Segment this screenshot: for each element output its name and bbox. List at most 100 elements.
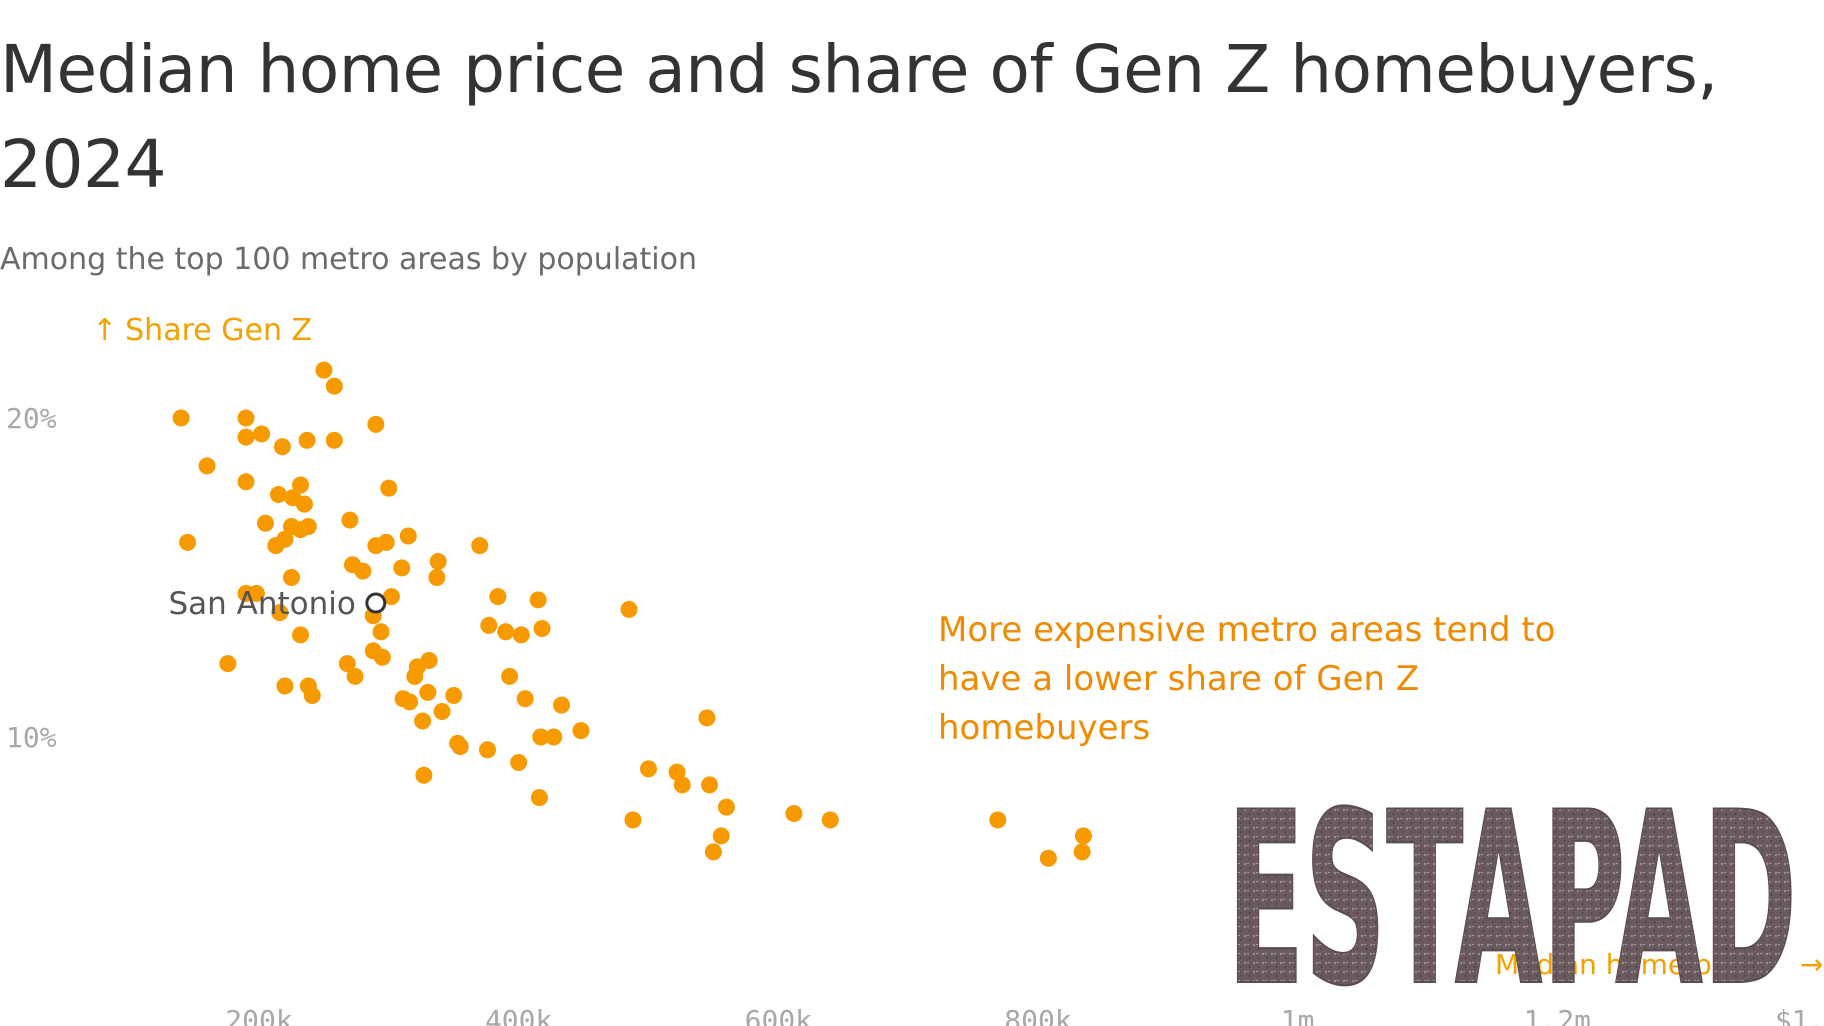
data-point-62: [419, 683, 437, 701]
data-point-8: [298, 431, 316, 449]
arrow-up-icon: ↑: [92, 313, 118, 348]
data-point-92: [1073, 843, 1091, 861]
data-point-50: [373, 648, 391, 666]
y-ticks: 20% 10%: [6, 402, 57, 754]
x-tick-label-6: $1.4m: [1775, 1004, 1824, 1026]
data-point-69: [698, 709, 716, 727]
data-point-51: [219, 655, 237, 673]
x-ticks: 200k 400k 600k 800k 1m 1.2m $1.4m: [225, 1004, 1824, 1026]
data-point-1: [325, 377, 343, 395]
data-point-79: [673, 776, 691, 794]
data-point-64: [394, 690, 412, 708]
data-point-36: [247, 584, 265, 602]
data-point-26: [377, 533, 395, 551]
data-point-12: [292, 476, 310, 494]
data-point-60: [303, 687, 321, 705]
data-point-30: [354, 562, 372, 580]
data-point-70: [572, 722, 590, 740]
data-point-7: [325, 431, 343, 449]
data-point-27: [399, 527, 417, 545]
data-point-45: [497, 623, 515, 641]
y-tick-label-0: 20%: [6, 402, 57, 435]
data-point-52: [338, 655, 356, 673]
data-point-75: [479, 741, 497, 759]
data-point-28: [471, 537, 489, 555]
data-point-2: [172, 409, 190, 427]
highlight-group: San Antonio: [168, 586, 387, 622]
data-point-89: [704, 843, 722, 861]
data-point-48: [292, 626, 310, 644]
data-point-80: [701, 776, 719, 794]
data-point-71: [532, 728, 550, 746]
x-tick-label-2: 600k: [745, 1004, 813, 1026]
data-point-76: [510, 754, 528, 772]
data-point-44: [480, 616, 498, 634]
data-point-21: [299, 517, 317, 535]
data-point-41: [271, 604, 289, 622]
data-point-34: [428, 569, 446, 586]
data-point-46: [512, 626, 530, 644]
data-point-85: [821, 811, 839, 829]
chart-annotation: More expensive metro areas tend to have …: [938, 610, 1556, 748]
data-point-24: [276, 530, 294, 548]
data-point-39: [529, 591, 547, 609]
data-point-40: [620, 600, 638, 618]
data-point-37: [382, 588, 400, 606]
data-point-31: [393, 559, 411, 577]
data-points: [172, 361, 1092, 867]
data-point-90: [1039, 849, 1057, 867]
data-point-22: [179, 533, 197, 551]
x-tick-label-4: 1m: [1281, 1004, 1315, 1026]
data-point-47: [533, 620, 551, 638]
data-point-18: [341, 511, 359, 529]
data-point-43: [372, 623, 390, 641]
data-point-78: [668, 763, 686, 781]
x-tick-label-1: 400k: [485, 1004, 553, 1026]
x-tick-label-0: 200k: [225, 1004, 293, 1026]
chart-subtitle: Among the top 100 metro areas by populat…: [0, 242, 698, 277]
y-tick-label-1: 10%: [6, 721, 57, 754]
x-tick-label-3: 800k: [1004, 1004, 1072, 1026]
data-point-9: [273, 438, 291, 456]
data-point-88: [712, 827, 730, 845]
data-point-65: [516, 690, 534, 708]
data-point-11: [237, 473, 255, 491]
data-point-77: [640, 760, 657, 778]
data-point-54: [420, 651, 438, 669]
arrow-right-icon: →: [1800, 948, 1824, 981]
data-point-82: [530, 789, 548, 807]
data-point-17: [256, 514, 274, 532]
x-axis-label: Median home price: [1495, 948, 1764, 981]
data-point-72: [545, 728, 563, 746]
data-point-5: [237, 428, 255, 446]
highlight-label: San Antonio: [168, 586, 355, 622]
data-point-67: [433, 702, 451, 720]
data-point-86: [624, 811, 642, 829]
highlight-point: [365, 592, 387, 614]
watermark-text: ESTAPAD: [1227, 790, 1797, 995]
data-point-66: [553, 696, 571, 714]
data-point-81: [415, 766, 433, 784]
data-point-4: [367, 415, 385, 433]
data-point-68: [414, 712, 432, 730]
data-point-6: [253, 425, 271, 443]
chart-title: Median home price and share of Gen Z hom…: [0, 31, 1718, 203]
data-point-63: [445, 687, 463, 705]
data-point-14: [269, 486, 287, 504]
y-axis-label: ↑ Share Gen Z: [92, 313, 312, 348]
data-point-10: [198, 457, 216, 475]
data-point-84: [785, 805, 803, 823]
data-point-57: [501, 667, 519, 685]
data-point-16: [295, 495, 313, 513]
data-point-32: [429, 553, 447, 571]
data-point-74: [451, 738, 469, 756]
data-point-87: [989, 811, 1007, 829]
data-point-33: [282, 569, 300, 586]
data-point-83: [717, 798, 735, 816]
y-axis-label-text: Share Gen Z: [125, 313, 313, 348]
data-point-91: [1074, 827, 1092, 845]
data-point-0: [315, 361, 333, 379]
x-tick-label-5: 1.2m: [1524, 1004, 1591, 1026]
estapad-logo: ESTAPAD: [1226, 790, 1798, 995]
